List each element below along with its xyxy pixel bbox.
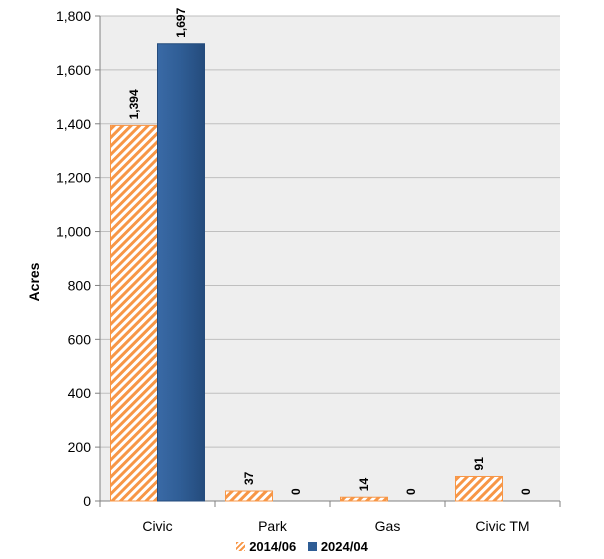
data-label: 1,394 [127,89,141,119]
y-tick-labels: 0 200 400 600 800 1,000 1,200 1,400 1,600 1,800 [56,8,91,509]
y-tick-label: 1,600 [56,62,91,78]
y-tick-label: 1,400 [56,116,91,132]
y-tick-label: 800 [68,277,92,293]
legend-label-2024: 2024/04 [320,539,368,554]
data-label: 0 [404,488,418,495]
legend-label-2014: 2014/06 [249,539,297,554]
x-category-label: Civic [142,518,172,534]
y-tick-label: 0 [83,493,91,509]
data-label: 0 [289,488,303,495]
y-tick-label: 600 [68,331,92,347]
y-tick-label: 400 [68,385,92,401]
data-label: 1,697 [174,7,188,37]
bar-2014-06-park [225,490,273,502]
y-tick-label: 1,200 [56,170,91,186]
data-label: 91 [472,457,486,471]
bar-2024-04-civic [157,43,205,502]
data-label: 0 [519,488,533,495]
y-axis-label: Acres [26,262,42,301]
y-tick-label: 1,800 [56,8,91,24]
legend-swatch-hatched [236,542,246,551]
legend-item-2024: 2024/04 [307,539,368,554]
legend-item-2014: 2014/06 [236,539,296,554]
data-labels: 1,394 1,697 37 0 14 0 91 0 [127,7,533,495]
y-tick-label: 200 [68,439,92,455]
legend: 2014/06 2024/04 [0,539,604,554]
x-category-label: Civic TM [475,518,529,534]
bar-2014-06-civic-tm [455,475,503,502]
bars [110,43,503,502]
y-tick-label: 1,000 [56,224,91,240]
legend-swatch-solid [307,542,317,551]
x-category-labels: Civic Park Gas Civic TM [142,518,529,534]
data-label: 37 [242,471,256,485]
x-category-label: Park [258,518,288,534]
bar-2014-06-civic [110,124,158,502]
x-category-label: Gas [375,518,401,534]
bar-2014-06-gas [340,496,388,502]
data-label: 14 [357,478,371,492]
